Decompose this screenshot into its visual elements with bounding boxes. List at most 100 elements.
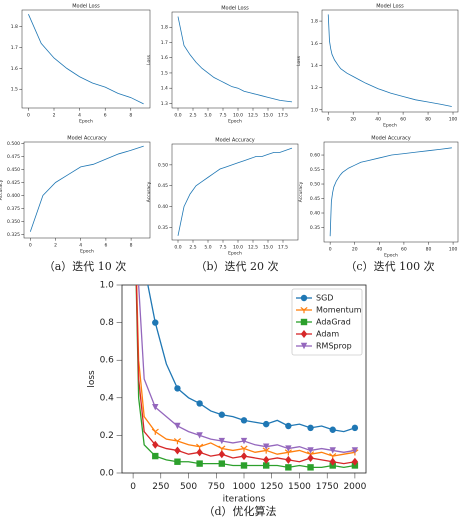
y-tick-label: 0.500 xyxy=(7,141,20,147)
chart-title: Model Accuracy xyxy=(215,138,254,144)
marker xyxy=(196,400,203,407)
marker xyxy=(240,445,248,452)
caption: （b）迭代 20 次 xyxy=(195,259,278,273)
caption: （d）优化算法 xyxy=(203,504,276,518)
y-tick-label: 0.4 xyxy=(100,393,115,403)
x-tick-label: 4 xyxy=(79,242,82,248)
y-tick-label: 0.425 xyxy=(7,180,20,186)
x-tick-label: 40 xyxy=(376,246,382,252)
marker xyxy=(300,342,308,350)
line xyxy=(327,14,452,107)
legend-label: RMSprop xyxy=(316,342,352,351)
marker xyxy=(351,457,359,466)
marker xyxy=(218,411,226,418)
x-axis-label: Epoch xyxy=(79,119,93,125)
marker xyxy=(329,447,336,454)
y-tick-label: 0.6 xyxy=(100,356,115,366)
y-axis-label: Loss xyxy=(146,54,152,65)
x-axis-label: Epoch xyxy=(228,251,242,257)
x-tick-label: 250 xyxy=(152,482,169,492)
marker xyxy=(174,458,181,465)
line xyxy=(29,145,144,232)
marker xyxy=(262,420,270,428)
legend-label: Adam xyxy=(316,330,339,339)
chart-title: Model Loss xyxy=(72,4,100,10)
x-tick-label: 80 xyxy=(426,246,432,252)
marker xyxy=(351,447,359,454)
chart-title: Model Loss xyxy=(221,6,249,12)
y-tick-label: 0.40 xyxy=(158,204,168,210)
marker xyxy=(300,330,308,338)
marker xyxy=(351,424,359,432)
marker xyxy=(307,464,314,471)
y-tick-label: 0.0 xyxy=(100,469,115,479)
y-tick-label: 1.6 xyxy=(161,55,168,61)
marker xyxy=(300,306,308,314)
legend-label: AdaGrad xyxy=(316,318,351,327)
y-tick-label: 1.5 xyxy=(161,70,168,76)
caption: （c）迭代 100 次 xyxy=(345,259,434,273)
x-tick-label: 750 xyxy=(208,482,225,492)
marker xyxy=(174,446,181,455)
y-tick-label: 1.3 xyxy=(161,101,168,107)
legend-label: Momentum xyxy=(316,306,362,315)
y-tick-label: 1.4 xyxy=(161,86,168,92)
y-tick-label: 1.8 xyxy=(311,19,318,25)
line xyxy=(135,285,356,469)
marker xyxy=(174,385,181,392)
marker xyxy=(152,440,159,449)
chart-title: Model Accuracy xyxy=(67,136,106,142)
chart-title: Model Loss xyxy=(376,4,404,10)
y-tick-label: 0.400 xyxy=(7,193,20,199)
x-tick-label: 6 xyxy=(104,112,107,118)
marker xyxy=(240,417,248,424)
x-tick-label: 2.5 xyxy=(189,244,196,250)
x-tick-label: 20 xyxy=(350,116,356,122)
y-tick-label: 1.0 xyxy=(100,281,115,291)
marker xyxy=(196,460,203,467)
x-tick-label: 10.0 xyxy=(233,244,243,250)
marker xyxy=(285,455,292,464)
y-axis-label: Accuracy xyxy=(0,179,4,200)
x-tick-label: 5.0 xyxy=(204,244,211,250)
x-tick-label: 7.5 xyxy=(219,244,226,250)
line xyxy=(177,16,293,103)
marker xyxy=(218,437,226,445)
y-tick-label: 1.5 xyxy=(11,87,18,93)
marker xyxy=(218,460,226,467)
marker xyxy=(152,319,159,326)
y-tick-label: 0.475 xyxy=(7,154,20,160)
x-tick-label: 4 xyxy=(78,112,81,118)
y-tick-label: 1.6 xyxy=(11,66,18,72)
marker xyxy=(307,453,314,462)
x-tick-label: 0 xyxy=(130,482,136,492)
plot-frame xyxy=(321,9,459,113)
marker xyxy=(300,318,308,326)
x-tick-label: 0.0 xyxy=(174,112,181,118)
marker xyxy=(240,437,248,445)
y-tick-label: 0.2 xyxy=(100,431,114,441)
plot-area xyxy=(135,285,359,471)
legend-box xyxy=(291,288,363,356)
x-axis-label: Epoch xyxy=(228,119,242,125)
legend-label: SGD xyxy=(316,294,333,303)
x-tick-label: 8 xyxy=(130,242,133,248)
x-tick-label: 1000 xyxy=(233,482,256,492)
y-tick-label: 0.60 xyxy=(310,153,320,159)
line xyxy=(147,285,356,433)
x-tick-label: 0.0 xyxy=(174,244,181,250)
line xyxy=(136,285,356,457)
y-tick-label: 0.45 xyxy=(158,183,168,189)
x-tick-label: 15.0 xyxy=(263,112,273,118)
plot-frame xyxy=(323,141,459,243)
x-tick-label: 1750 xyxy=(316,482,339,492)
x-tick-label: 80 xyxy=(425,116,431,122)
marker xyxy=(152,452,159,460)
marker xyxy=(174,422,181,430)
plot-frame xyxy=(171,11,299,109)
marker xyxy=(300,294,308,302)
x-tick-label: 6 xyxy=(104,242,107,248)
y-tick-label: 0.350 xyxy=(7,219,20,225)
marker xyxy=(240,462,248,469)
y-tick-label: 0.450 xyxy=(7,167,20,173)
